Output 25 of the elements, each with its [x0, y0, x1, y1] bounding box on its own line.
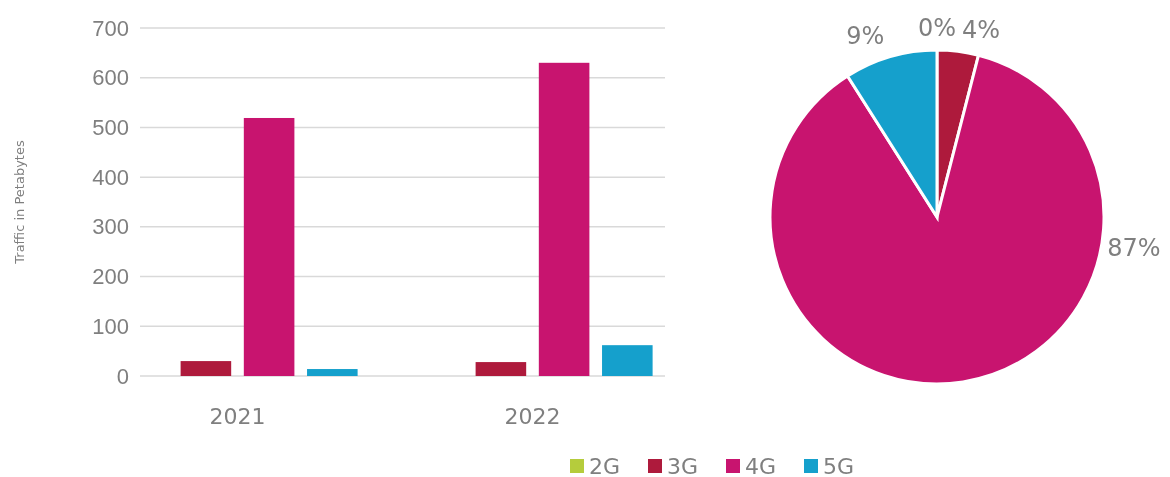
y-tick-label: 100 — [92, 313, 129, 339]
y-tick-label: 700 — [92, 15, 129, 41]
bar — [475, 362, 527, 376]
data-label: 4% — [962, 15, 1001, 44]
y-axis-title: Traffic in Petabytes — [12, 140, 27, 265]
y-tick-label: 600 — [92, 65, 129, 91]
legend-label: 4G — [745, 454, 777, 477]
legend-label: 2G — [589, 454, 621, 477]
legend-label: 3G — [667, 454, 699, 477]
y-tick-label: 400 — [92, 164, 129, 190]
data-label: 87% — [1107, 234, 1161, 263]
bar — [307, 369, 358, 376]
y-tick-label: 200 — [92, 264, 129, 290]
bar — [602, 345, 653, 376]
x-tick-label: 2021 — [209, 404, 266, 429]
y-tick-label: 0 — [116, 363, 129, 389]
bar — [180, 361, 232, 376]
data-label: 9% — [846, 21, 885, 50]
x-tick-label: 2022 — [504, 404, 561, 429]
bar — [243, 117, 295, 376]
y-tick-label: 300 — [92, 214, 129, 240]
bar — [538, 62, 590, 376]
text: 0% — [917, 14, 957, 43]
legend-label: 5G — [823, 454, 855, 477]
y-tick-label: 500 — [92, 114, 129, 140]
